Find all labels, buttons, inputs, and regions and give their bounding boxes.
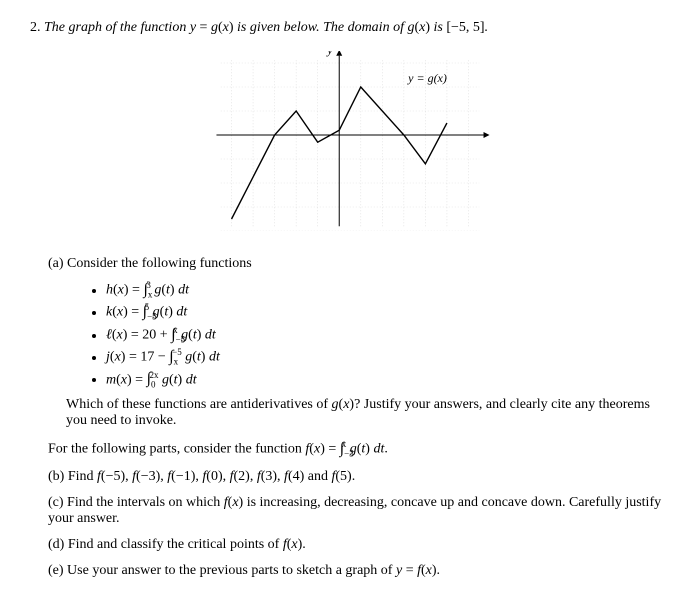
graph-container: xyy = g(x)	[30, 51, 670, 236]
part-d-label: (d)	[48, 537, 64, 552]
part-c: (c) Find the intervals on which f(x) is …	[48, 495, 670, 527]
part-c-label: (c)	[48, 495, 64, 510]
part-a: (a) Consider the following functions	[48, 256, 670, 272]
part-a-label: (a)	[48, 256, 64, 271]
func-j: j(x) = 17 − ∫x−5 g(t) dt	[106, 347, 670, 366]
func-l: ℓ(x) = 20 + ∫−5x g(t) dt	[106, 325, 670, 344]
svg-text:y = g(x): y = g(x)	[407, 71, 447, 85]
func-k: k(x) = ∫−55 g(t) dt	[106, 302, 670, 321]
part-e: (e) Use your answer to the previous part…	[48, 563, 670, 579]
func-h: h(x) = ∫x3 g(t) dt	[106, 280, 670, 299]
svg-text:y: y	[326, 51, 333, 57]
function-list: h(x) = ∫x3 g(t) dt k(x) = ∫−55 g(t) dt ℓ…	[66, 280, 670, 389]
problem-number: 2.	[30, 20, 41, 35]
part-b: (b) Find f(−5), f(−3), f(−1), f(0), f(2)…	[48, 469, 670, 485]
function-graph: xyy = g(x)	[210, 51, 490, 231]
part-a-intro: Consider the following functions	[67, 256, 252, 271]
part-d: (d) Find and classify the critical point…	[48, 537, 670, 553]
part-a-question: Which of these functions are antiderivat…	[66, 397, 670, 429]
func-m: m(x) = ∫02x g(t) dt	[106, 370, 670, 389]
problem-intro: 2. The graph of the function y = g(x) is…	[30, 20, 670, 36]
followup-intro: For the following parts, consider the fu…	[48, 439, 670, 458]
part-b-label: (b)	[48, 469, 64, 484]
part-e-label: (e)	[48, 563, 64, 578]
intro-text: The graph of the function y = g(x) is gi…	[44, 20, 488, 35]
